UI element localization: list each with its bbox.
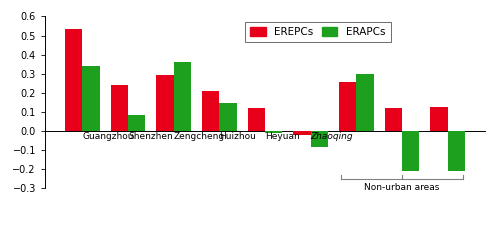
Bar (265, 131, 282, 133)
Bar (384, 108, 402, 131)
Text: Zhaoqing: Zhaoqing (310, 132, 354, 141)
Bar (202, 91, 220, 131)
Text: Guangzhou: Guangzhou (82, 132, 134, 141)
Bar (310, 131, 328, 147)
Bar (448, 131, 465, 171)
Bar (128, 115, 146, 131)
Bar (174, 62, 191, 131)
Bar (339, 82, 356, 131)
Legend: EREPCs, ERAPCs: EREPCs, ERAPCs (245, 22, 390, 42)
Text: Non-urban areas: Non-urban areas (364, 183, 440, 192)
Bar (430, 107, 448, 131)
Text: Heyuan: Heyuan (265, 132, 300, 141)
Bar (248, 108, 265, 131)
Bar (156, 74, 174, 131)
Bar (294, 131, 310, 135)
Bar (220, 103, 236, 131)
Bar (82, 66, 100, 131)
Text: Huizhou: Huizhou (220, 132, 256, 141)
Text: Zengcheng: Zengcheng (174, 132, 225, 141)
Text: Shenzhen: Shenzhen (128, 132, 173, 141)
Bar (110, 85, 128, 131)
Bar (356, 74, 374, 131)
Bar (402, 131, 419, 171)
Bar (65, 29, 82, 131)
